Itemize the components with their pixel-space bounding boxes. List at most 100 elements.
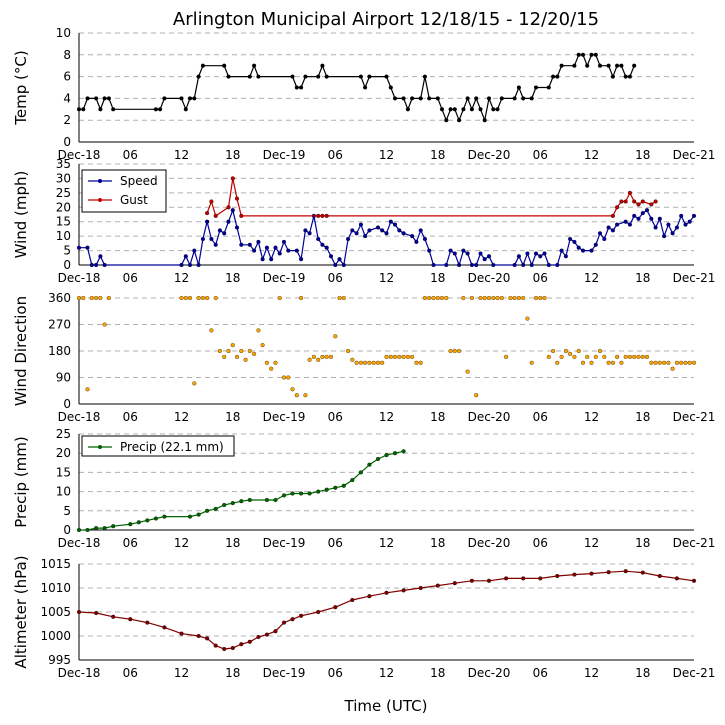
legend-label: Gust: [120, 193, 148, 207]
data-point: [418, 228, 423, 233]
data-point: [551, 74, 556, 79]
data-point: [452, 348, 457, 354]
x-tick-label: Dec-20: [468, 148, 511, 162]
data-point: [183, 107, 188, 112]
data-point: [350, 228, 355, 233]
data-point: [521, 262, 526, 268]
data-point: [529, 96, 534, 101]
data-point: [478, 251, 483, 256]
data-point: [636, 202, 641, 207]
data-point: [657, 360, 662, 365]
data-point: [452, 581, 457, 586]
data-point: [486, 254, 492, 259]
x-tick-label: Dec-18: [58, 271, 101, 285]
data-point: [585, 63, 590, 68]
x-tick-label: 18: [430, 410, 445, 424]
y-tick-label: 90: [56, 371, 71, 385]
data-point: [209, 199, 214, 204]
data-point: [273, 629, 278, 634]
y-tick-label: 0: [63, 135, 71, 149]
data-point: [234, 225, 240, 230]
data-point: [653, 225, 658, 230]
data-point: [576, 52, 581, 57]
x-tick-label: 06: [123, 271, 138, 285]
x-tick-label: 12: [379, 271, 394, 285]
data-point: [281, 375, 287, 380]
x-tick-label: 18: [635, 271, 650, 285]
data-point: [98, 254, 103, 259]
data-point: [273, 360, 278, 365]
data-point: [482, 118, 487, 123]
data-point: [589, 248, 594, 253]
data-point: [491, 107, 496, 112]
data-point: [239, 242, 244, 247]
data-point: [230, 501, 235, 506]
legend-swatch-marker: [98, 198, 102, 202]
data-point: [529, 262, 534, 268]
data-point: [597, 63, 603, 68]
data-point: [222, 231, 227, 236]
data-point: [324, 74, 329, 79]
data-point: [486, 295, 492, 301]
data-point: [179, 96, 184, 101]
x-tick-label: 06: [123, 410, 138, 424]
data-point: [533, 295, 539, 301]
data-point: [230, 645, 235, 651]
data-point: [452, 251, 457, 256]
data-point: [392, 96, 398, 101]
data-point: [222, 63, 227, 68]
data-point: [217, 348, 222, 354]
data-point: [213, 242, 218, 247]
data-point: [264, 245, 269, 250]
data-point: [316, 609, 321, 615]
data-point: [234, 196, 240, 201]
data-point: [474, 393, 479, 398]
data-point: [632, 213, 637, 218]
data-point: [580, 52, 586, 57]
data-point: [247, 348, 252, 354]
data-point: [273, 497, 278, 503]
data-point: [200, 63, 205, 68]
data-point: [551, 348, 556, 354]
x-tick-label: Dec-18: [58, 148, 101, 162]
data-point: [85, 387, 90, 392]
data-point: [533, 85, 539, 90]
data-point: [512, 295, 517, 301]
x-tick-label: Dec-20: [468, 271, 511, 285]
data-point: [615, 63, 620, 68]
y-tick-label: 1015: [40, 557, 71, 571]
data-point: [380, 228, 385, 233]
data-point: [264, 360, 269, 365]
data-point: [670, 231, 675, 236]
data-point: [205, 508, 210, 513]
data-point: [674, 225, 679, 230]
data-point: [239, 348, 244, 354]
data-point: [247, 74, 252, 79]
data-point: [179, 295, 184, 301]
data-point: [465, 96, 470, 101]
data-point: [76, 609, 82, 615]
data-point: [388, 354, 393, 359]
x-tick-label: 18: [430, 148, 445, 162]
y-tick-label: 15: [56, 215, 71, 229]
x-tick-label: 06: [123, 536, 138, 550]
y-axis-title: Altimeter (hPa): [12, 555, 30, 668]
data-point: [563, 348, 568, 354]
series-line: [206, 178, 656, 217]
data-point: [264, 632, 269, 637]
data-point: [247, 497, 252, 503]
data-point: [521, 96, 526, 101]
x-tick-label: 06: [328, 410, 343, 424]
data-point: [76, 527, 82, 533]
x-tick-label: Dec-21: [673, 148, 716, 162]
data-point: [542, 295, 547, 301]
x-tick-label: 12: [174, 666, 189, 680]
y-tick-label: 25: [56, 427, 71, 441]
data-point: [405, 354, 410, 359]
data-point: [358, 222, 363, 227]
data-point: [89, 262, 94, 268]
data-point: [111, 524, 116, 529]
data-point: [299, 85, 304, 90]
data-point: [213, 643, 218, 648]
data-point: [448, 348, 453, 354]
